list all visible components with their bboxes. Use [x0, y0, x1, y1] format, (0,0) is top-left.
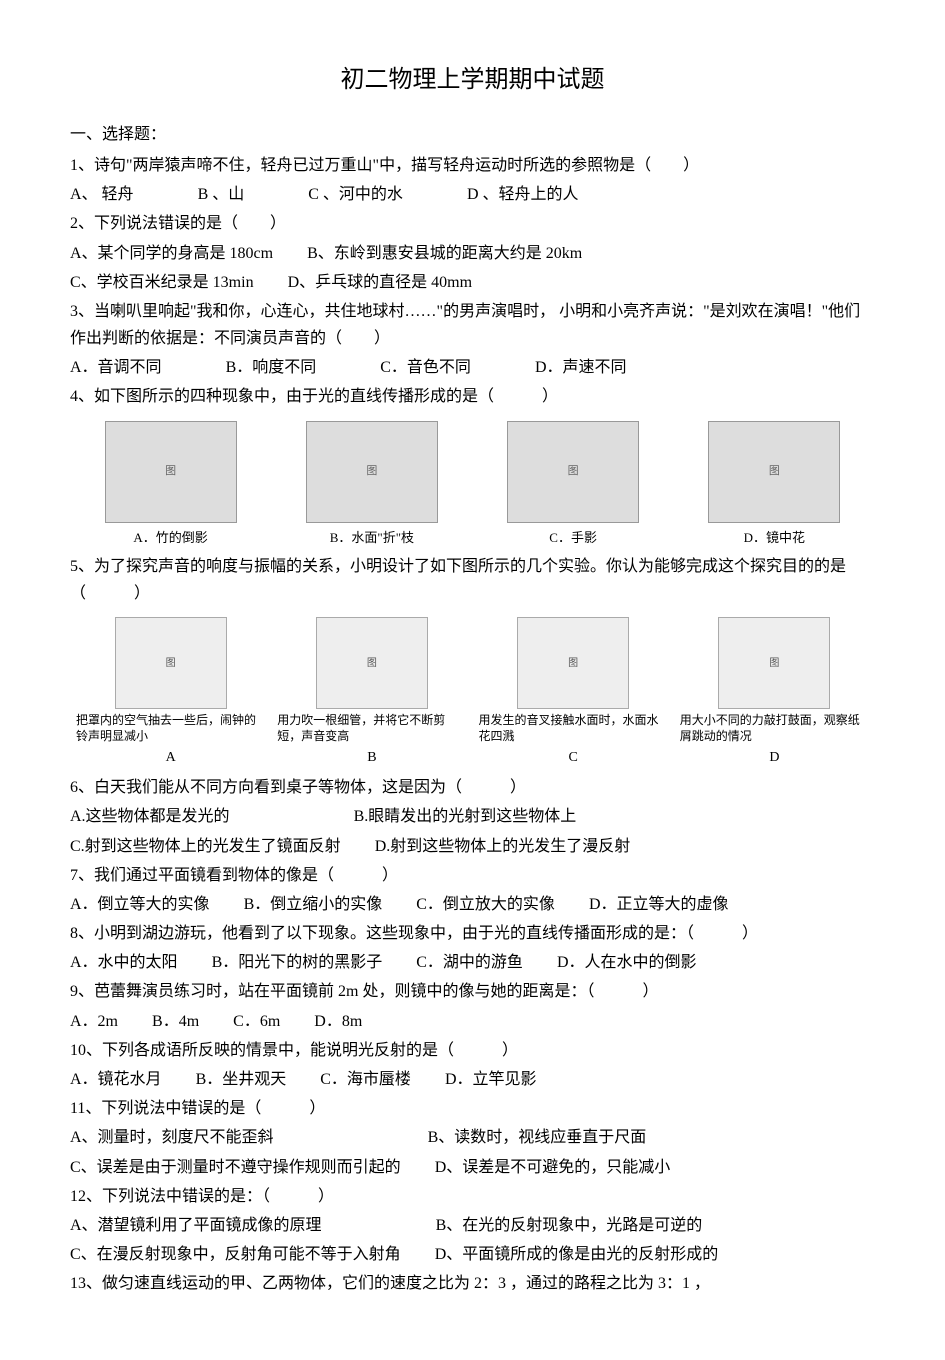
q4-img-a: 图 A．竹的倒影 — [70, 421, 271, 549]
question-3: 3、当喇叭里响起"我和你，心连心，共住地球村……"的男声演唱时， 小明和小亮齐声… — [70, 298, 875, 352]
q6-options-row2: C.射到这些物体上的光发生了镜面反射 D.射到这些物体上的光发生了漫反射 — [70, 833, 875, 860]
q2-opt-a: A、某个同学的身高是 180cm — [70, 240, 273, 267]
q11-opt-c: C、误差是由于测量时不遵守操作规则而引起的 — [70, 1154, 401, 1181]
q4-cap-c: C．手影 — [473, 527, 674, 549]
blow-tube-image: 图 — [316, 617, 428, 709]
q10-opt-d: D．立竿见影 — [445, 1066, 537, 1093]
q5-lab-a: A — [70, 746, 271, 770]
q8-opt-c: C．湖中的游鱼 — [416, 949, 523, 976]
q5-image-row: 图 把罩内的空气抽去一些后，闹钟的铃声明显减小 A 图 用力吹一根细管，并将它不… — [70, 617, 875, 770]
q2-opt-b: B、东岭到惠安县城的距离大约是 20km — [307, 240, 582, 267]
q4-cap-b: B．水面"折"枝 — [271, 527, 472, 549]
q7-opt-a: A．倒立等大的实像 — [70, 891, 210, 918]
question-4: 4、如下图所示的四种现象中，由于光的直线传播形成的是（ ） — [70, 383, 875, 410]
q8-opt-a: A．水中的太阳 — [70, 949, 178, 976]
q5-cap-c: 用发生的音叉接触水面时，水面水花四溅 — [473, 713, 674, 744]
q12-opt-c: C、在漫反射现象中，反射角可能不等于入射角 — [70, 1241, 401, 1268]
question-6: 6、白天我们能从不同方向看到桌子等物体，这是因为（ ） — [70, 774, 875, 801]
question-7: 7、我们通过平面镜看到物体的像是（ ） — [70, 862, 875, 889]
q5-img-c: 图 用发生的音叉接触水面时，水面水花四溅 C — [473, 617, 674, 770]
q12-opt-a: A、潜望镜利用了平面镜成像的原理 — [70, 1212, 322, 1239]
question-2: 2、下列说法错误的是（ ） — [70, 210, 875, 237]
q5-cap-a: 把罩内的空气抽去一些后，闹钟的铃声明显减小 — [70, 713, 271, 744]
q2-opt-d: D、乒乓球的直径是 40mm — [288, 269, 472, 296]
q9-opt-a: A．2m — [70, 1008, 118, 1035]
q8-opt-d: D．人在水中的倒影 — [557, 949, 697, 976]
q11-options-row2: C、误差是由于测量时不遵守操作规则而引起的 D、误差是不可避免的，只能减小 — [70, 1154, 875, 1181]
q4-img-b: 图 B．水面"折"枝 — [271, 421, 472, 549]
q5-lab-c: C — [473, 746, 674, 770]
q11-opt-a: A、测量时，刻度尺不能歪斜 — [70, 1124, 274, 1151]
q9-opt-c: C．6m — [233, 1008, 280, 1035]
q10-opt-b: B．坐井观天 — [196, 1066, 287, 1093]
q2-options-row1: A、某个同学的身高是 180cm B、东岭到惠安县城的距离大约是 20km — [70, 240, 875, 267]
q6-opt-b: B.眼睛发出的光射到这些物体上 — [354, 803, 577, 830]
tuning-fork-water-image: 图 — [517, 617, 629, 709]
q1-opt-a: A、 轻舟 — [70, 181, 134, 208]
q6-opt-d: D.射到这些物体上的光发生了漫反射 — [375, 833, 631, 860]
question-5: 5、为了探究声音的响度与振幅的关系，小明设计了如下图所示的几个实验。你认为能够完… — [70, 553, 875, 607]
drum-paper-image: 图 — [718, 617, 830, 709]
hand-shadow-image: 图 — [507, 421, 639, 523]
question-9: 9、芭蕾舞演员练习时，站在平面镜前 2m 处，则镜中的像与她的距离是：（ ） — [70, 978, 875, 1005]
bamboo-reflection-image: 图 — [105, 421, 237, 523]
question-8: 8、小明到湖边游玩，他看到了以下现象。这些现象中，由于光的直线传播面形成的是：（… — [70, 920, 875, 947]
q10-opt-c: C．海市蜃楼 — [320, 1066, 411, 1093]
q3-opt-d: D．声速不同 — [535, 354, 627, 381]
mirror-flower-image: 图 — [708, 421, 840, 523]
q1-options: A、 轻舟 B 、山 C 、河中的水 D 、轻舟上的人 — [70, 181, 875, 208]
q3-opt-a: A．音调不同 — [70, 354, 162, 381]
q10-options: A．镜花水月 B．坐井观天 C．海市蜃楼 D．立竿见影 — [70, 1066, 875, 1093]
q12-options-row1: A、潜望镜利用了平面镜成像的原理 B、在光的反射现象中，光路是可逆的 — [70, 1212, 875, 1239]
q3-opt-b: B．响度不同 — [226, 354, 317, 381]
q8-options: A．水中的太阳 B．阳光下的树的黑影子 C．湖中的游鱼 D．人在水中的倒影 — [70, 949, 875, 976]
q5-lab-d: D — [674, 746, 875, 770]
question-12: 12、下列说法中错误的是：（ ） — [70, 1183, 875, 1210]
q9-options: A．2m B．4m C．6m D．8m — [70, 1008, 875, 1035]
q12-opt-b: B、在光的反射现象中，光路是可逆的 — [436, 1212, 703, 1239]
q12-options-row2: C、在漫反射现象中，反射角可能不等于入射角 D、平面镜所成的像是由光的反射形成的 — [70, 1241, 875, 1268]
q3-options: A．音调不同 B．响度不同 C．音色不同 D．声速不同 — [70, 354, 875, 381]
q5-cap-d: 用大小不同的力敲打鼓面，观察纸屑跳动的情况 — [674, 713, 875, 744]
q4-img-c: 图 C．手影 — [473, 421, 674, 549]
q6-opt-c: C.射到这些物体上的光发生了镜面反射 — [70, 833, 341, 860]
q8-opt-b: B．阳光下的树的黑影子 — [212, 949, 383, 976]
q4-image-row: 图 A．竹的倒影 图 B．水面"折"枝 图 C．手影 图 D．镜中花 — [70, 421, 875, 549]
section-heading: 一、选择题： — [70, 121, 875, 148]
q3-opt-c: C．音色不同 — [380, 354, 471, 381]
q12-opt-d: D、平面镜所成的像是由光的反射形成的 — [435, 1241, 719, 1268]
q11-options-row1: A、测量时，刻度尺不能歪斜 B、读数时，视线应垂直于尺面 — [70, 1124, 875, 1151]
q5-img-a: 图 把罩内的空气抽去一些后，闹钟的铃声明显减小 A — [70, 617, 271, 770]
vacuum-bell-image: 图 — [115, 617, 227, 709]
water-branch-image: 图 — [306, 421, 438, 523]
q5-img-b: 图 用力吹一根细管，并将它不断剪短，声音变高 B — [271, 617, 472, 770]
q6-options-row1: A.这些物体都是发光的 B.眼睛发出的光射到这些物体上 — [70, 803, 875, 830]
q9-opt-d: D．8m — [314, 1008, 362, 1035]
q4-cap-d: D．镜中花 — [674, 527, 875, 549]
q2-opt-c: C、学校百米纪录是 13min — [70, 269, 254, 296]
q1-opt-d: D 、轻舟上的人 — [467, 181, 579, 208]
question-1: 1、诗句"两岸猿声啼不住，轻舟已过万重山"中，描写轻舟运动时所选的参照物是（ ） — [70, 152, 875, 179]
q6-opt-a: A.这些物体都是发光的 — [70, 803, 230, 830]
q7-options: A．倒立等大的实像 B．倒立缩小的实像 C．倒立放大的实像 D．正立等大的虚像 — [70, 891, 875, 918]
q1-opt-c: C 、河中的水 — [308, 181, 403, 208]
q9-opt-b: B．4m — [152, 1008, 199, 1035]
q5-img-d: 图 用大小不同的力敲打鼓面，观察纸屑跳动的情况 D — [674, 617, 875, 770]
q7-opt-c: C．倒立放大的实像 — [416, 891, 555, 918]
question-10: 10、下列各成语所反映的情景中，能说明光反射的是（ ） — [70, 1037, 875, 1064]
q11-opt-b: B、读数时，视线应垂直于尺面 — [428, 1124, 647, 1151]
question-13: 13、做匀速直线运动的甲、乙两物体，它们的速度之比为 2：3 ，通过的路程之比为… — [70, 1270, 875, 1297]
q1-opt-b: B 、山 — [198, 181, 245, 208]
q5-cap-b: 用力吹一根细管，并将它不断剪短，声音变高 — [271, 713, 472, 744]
q11-opt-d: D、误差是不可避免的，只能减小 — [435, 1154, 671, 1181]
question-11: 11、下列说法中错误的是（ ） — [70, 1095, 875, 1122]
q7-opt-d: D．正立等大的虚像 — [589, 891, 729, 918]
q5-lab-b: B — [271, 746, 472, 770]
q4-img-d: 图 D．镜中花 — [674, 421, 875, 549]
q7-opt-b: B．倒立缩小的实像 — [244, 891, 383, 918]
q4-cap-a: A．竹的倒影 — [70, 527, 271, 549]
page-title: 初二物理上学期期中试题 — [70, 60, 875, 101]
q10-opt-a: A．镜花水月 — [70, 1066, 162, 1093]
q2-options-row2: C、学校百米纪录是 13min D、乒乓球的直径是 40mm — [70, 269, 875, 296]
